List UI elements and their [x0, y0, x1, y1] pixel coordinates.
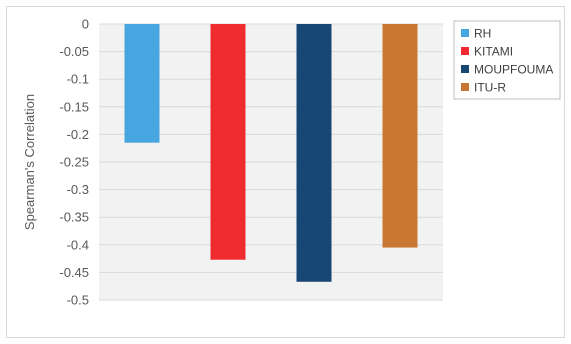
y-tick-label: -0.2 [67, 127, 89, 142]
legend-label: MOUPFOUMA [474, 63, 553, 77]
bars [124, 24, 418, 282]
legend-swatch [461, 65, 469, 73]
legend-swatch [461, 47, 469, 55]
legend-swatch [461, 83, 469, 91]
chart-svg: 0 -0.05 -0.1 -0.15 -0.2 -0.25 -0.3 -0.35 -0.4 -0.… [22, 17, 561, 308]
y-tick-label: -0.5 [67, 293, 89, 308]
bar-rh [124, 24, 160, 143]
legend-label: ITU-R [474, 81, 506, 95]
y-tick-label: -0.25 [59, 155, 89, 170]
y-tick-label: -0.1 [67, 72, 89, 87]
y-tick-label: -0.3 [67, 182, 89, 197]
y-tick-label: 0 [82, 17, 89, 32]
bar-itu-r [382, 24, 418, 248]
chart-container: 0 -0.05 -0.1 -0.15 -0.2 -0.25 -0.3 -0.35 -0.4 -0.… [6, 6, 565, 338]
legend: RH KITAMI MOUPFOUMA ITU-R [453, 20, 561, 100]
y-tick-label: -0.15 [59, 99, 89, 114]
legend-box [453, 20, 561, 100]
y-tick-label: -0.05 [59, 44, 89, 59]
legend-label: RH [474, 27, 491, 41]
legend-label: KITAMI [474, 45, 513, 59]
bar-kitami [210, 24, 246, 260]
bar-moupfouma [296, 24, 332, 282]
y-axis-ticks: 0 -0.05 -0.1 -0.15 -0.2 -0.25 -0.3 -0.35 -0.4 -0.… [59, 17, 89, 308]
y-tick-label: -0.4 [67, 237, 89, 252]
y-tick-label: -0.35 [59, 210, 89, 225]
legend-swatch [461, 29, 469, 37]
y-tick-label: -0.45 [59, 265, 89, 280]
y-axis-title: Spearman's Correlation [22, 94, 37, 230]
